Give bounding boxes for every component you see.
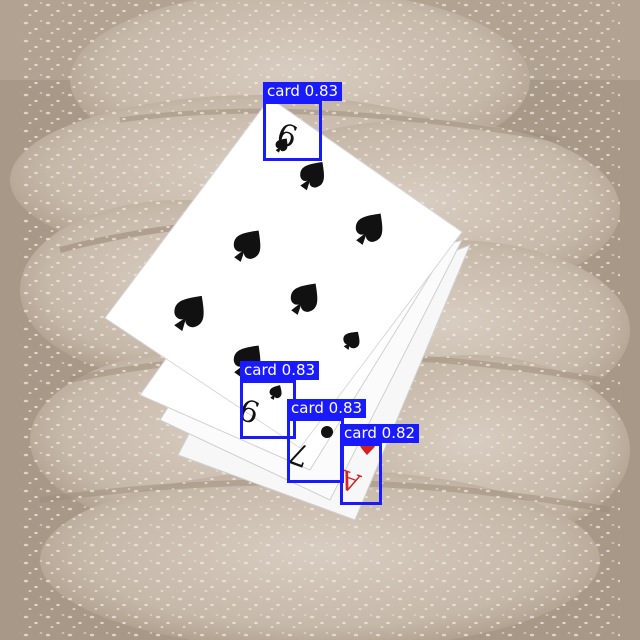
detection-class: card <box>291 399 324 417</box>
detection-score: 0.83 <box>304 82 339 100</box>
detection-box-1 <box>263 101 322 161</box>
detection-label-4: card 0.82 <box>340 424 420 443</box>
detection-score: 0.83 <box>281 361 316 379</box>
detection-class: card <box>267 82 300 100</box>
detection-score: 0.82 <box>381 424 416 442</box>
detection-label-2: card 0.83 <box>240 361 320 380</box>
spade-pips: 9 <box>174 114 383 377</box>
detection-box-4 <box>340 443 382 505</box>
detection-label-3: card 0.83 <box>287 399 367 418</box>
detection-class: card <box>344 424 377 442</box>
detection-label-1: card 0.83 <box>263 82 343 101</box>
detection-score: 0.83 <box>328 399 363 417</box>
detection-box-3 <box>287 418 344 483</box>
detection-class: card <box>244 361 277 379</box>
